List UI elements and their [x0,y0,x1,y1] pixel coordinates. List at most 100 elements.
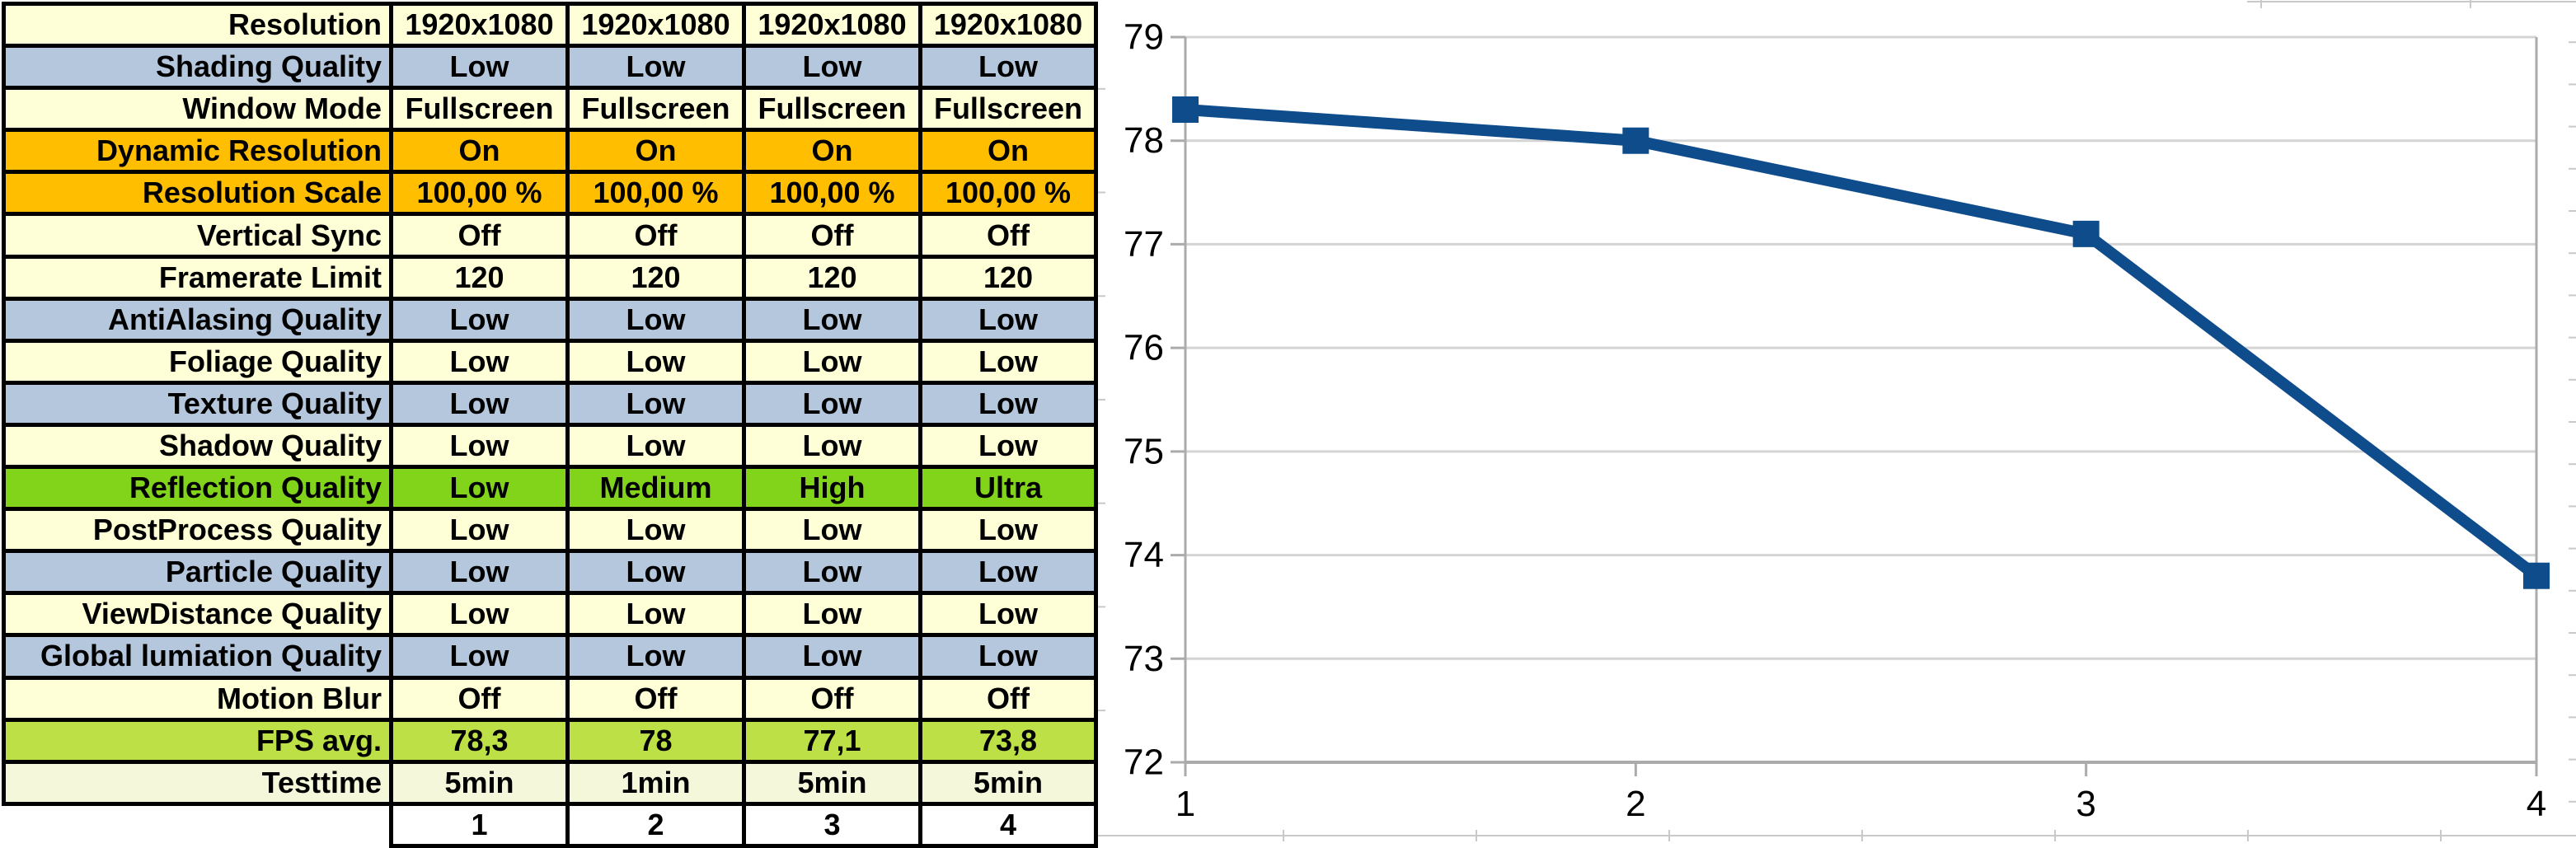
setting-value-cell[interactable]: 100,00 % [389,170,570,217]
setting-value-cell[interactable]: Off [389,212,570,259]
setting-value-cell[interactable]: 73,8 [918,717,1098,764]
setting-value-cell[interactable]: Low [918,338,1098,385]
setting-label-cell[interactable]: Resolution [2,1,393,49]
setting-value-cell[interactable]: Low [389,422,570,470]
setting-value-cell[interactable]: Off [565,675,746,722]
setting-value-cell[interactable]: Ultra [918,465,1098,512]
setting-value-cell[interactable]: Fullscreen [918,86,1098,133]
setting-label-cell[interactable]: ViewDistance Quality [2,591,393,638]
setting-value-cell[interactable]: 77,1 [742,717,922,764]
setting-value-cell[interactable]: 1920x1080 [918,1,1098,49]
setting-value-cell[interactable]: Low [565,338,746,385]
setting-value-cell[interactable]: Low [742,44,922,91]
setting-label-cell[interactable]: Testtime [2,759,393,806]
setting-value-cell[interactable]: On [742,128,922,175]
setting-value-cell[interactable]: 100,00 % [565,170,746,217]
setting-label-cell[interactable]: Resolution Scale [2,170,393,217]
setting-label-cell[interactable]: Foliage Quality [2,338,393,385]
setting-value-cell[interactable]: Low [565,507,746,554]
setting-label-cell[interactable]: Reflection Quality [2,465,393,512]
setting-value-cell[interactable]: Low [389,44,570,91]
setting-value-cell[interactable]: Low [389,507,570,554]
setting-label-cell[interactable]: Window Mode [2,86,393,133]
setting-value-cell[interactable]: 120 [565,254,746,301]
setting-value-cell[interactable]: Low [918,44,1098,91]
setting-value-cell[interactable]: Low [389,465,570,512]
setting-value-cell[interactable]: 120 [918,254,1098,301]
setting-value-cell[interactable]: Low [389,380,570,427]
setting-value-cell[interactable]: 1920x1080 [742,1,922,49]
setting-value-cell[interactable]: Medium [565,465,746,512]
setting-label-cell[interactable] [3,803,392,846]
setting-value-cell[interactable]: High [742,465,922,512]
setting-value-cell[interactable]: 120 [742,254,922,301]
setting-value-cell[interactable]: Off [565,212,746,259]
setting-value-cell[interactable]: Fullscreen [389,86,570,133]
setting-value-cell[interactable]: 120 [389,254,570,301]
setting-label-cell[interactable]: Vertical Sync [2,212,393,259]
setting-value-cell[interactable]: 2 [565,801,746,848]
setting-value-cell[interactable]: Low [565,380,746,427]
setting-value-cell[interactable]: 5min [389,759,570,806]
setting-value-cell[interactable]: 78,3 [389,717,570,764]
setting-value-cell[interactable]: 5min [918,759,1098,806]
setting-value-cell[interactable]: 1 [389,801,570,848]
setting-value-cell[interactable]: Off [918,675,1098,722]
setting-value-cell[interactable]: Low [565,296,746,343]
setting-label-cell[interactable]: Shading Quality [2,44,393,91]
setting-value-cell[interactable]: 1920x1080 [389,1,570,49]
setting-value-cell[interactable]: 3 [742,801,922,848]
setting-value-cell[interactable]: Low [565,633,746,680]
setting-value-cell[interactable]: Fullscreen [742,86,922,133]
setting-label-cell[interactable]: Particle Quality [2,549,393,596]
setting-label-cell[interactable]: Motion Blur [2,675,393,722]
setting-value-cell[interactable]: Low [565,422,746,470]
setting-value-cell[interactable]: Low [565,44,746,91]
setting-value-cell[interactable]: Off [918,212,1098,259]
setting-value-cell[interactable]: On [565,128,746,175]
setting-value-cell[interactable]: Off [742,212,922,259]
setting-value-cell[interactable]: Low [389,591,570,638]
setting-value-cell[interactable]: Low [918,296,1098,343]
setting-value-cell[interactable]: Low [742,549,922,596]
setting-value-cell[interactable]: 100,00 % [918,170,1098,217]
setting-value-cell[interactable]: Low [918,591,1098,638]
setting-value-cell[interactable]: Low [742,380,922,427]
setting-value-cell[interactable]: Low [389,296,570,343]
setting-value-cell[interactable]: Low [742,338,922,385]
setting-value-cell[interactable]: On [918,128,1098,175]
setting-label-cell[interactable]: PostProcess Quality [2,507,393,554]
setting-value-cell[interactable]: Low [742,507,922,554]
setting-value-cell[interactable]: 1min [565,759,746,806]
setting-value-cell[interactable]: Low [742,633,922,680]
setting-value-cell[interactable]: 4 [918,801,1098,848]
setting-value-cell[interactable]: 1920x1080 [565,1,746,49]
setting-value-cell[interactable]: Low [565,549,746,596]
setting-value-cell[interactable]: Low [918,422,1098,470]
setting-value-cell[interactable]: Off [389,675,570,722]
setting-value-cell[interactable]: Low [565,591,746,638]
setting-label-cell[interactable]: Texture Quality [2,380,393,427]
setting-value-cell[interactable]: Low [918,549,1098,596]
setting-label-cell[interactable]: Global lumiation Quality [2,633,393,680]
setting-value-cell[interactable]: Off [742,675,922,722]
setting-label-cell[interactable]: AntiAlasing Quality [2,296,393,343]
setting-label-cell[interactable]: Dynamic Resolution [2,128,393,175]
setting-label-cell[interactable]: Shadow Quality [2,422,393,470]
setting-label-cell[interactable]: FPS avg. [2,717,393,764]
setting-value-cell[interactable]: Low [742,422,922,470]
setting-value-cell[interactable]: Low [389,633,570,680]
setting-value-cell[interactable]: Low [918,380,1098,427]
setting-value-cell[interactable]: Low [742,591,922,638]
setting-value-cell[interactable]: Fullscreen [565,86,746,133]
setting-value-cell[interactable]: Low [389,549,570,596]
setting-value-cell[interactable]: On [389,128,570,175]
setting-value-cell[interactable]: Low [742,296,922,343]
setting-value-cell[interactable]: 100,00 % [742,170,922,217]
setting-value-cell[interactable]: Low [918,633,1098,680]
setting-value-cell[interactable]: 5min [742,759,922,806]
setting-label-cell[interactable]: Framerate Limit [2,254,393,301]
setting-value-cell[interactable]: Low [389,338,570,385]
setting-value-cell[interactable]: Low [918,507,1098,554]
setting-value-cell[interactable]: 78 [565,717,746,764]
